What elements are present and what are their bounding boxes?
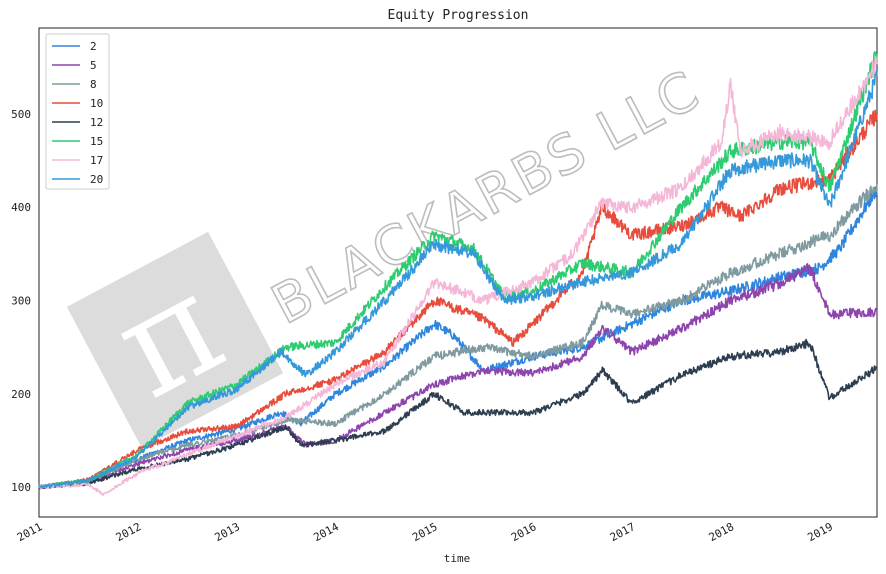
- series-line-5: [38, 263, 878, 489]
- x-tick-label: 2013: [213, 520, 243, 544]
- x-tick-label: 2011: [15, 520, 45, 544]
- series-lines: [38, 51, 878, 497]
- x-tick-label: 2016: [509, 520, 539, 544]
- y-tick-label: 100: [11, 481, 31, 494]
- legend: 2 5 8 10 12 15 17 20: [45, 33, 110, 190]
- chart-title: Equity Progression: [388, 8, 529, 23]
- watermark-square: [66, 231, 284, 449]
- series-line-2: [38, 186, 878, 489]
- y-tick-label: 200: [11, 388, 31, 401]
- x-tick-label: 2012: [114, 520, 144, 544]
- legend-label-20: 20: [90, 173, 103, 186]
- legend-label-5: 5: [90, 59, 97, 72]
- legend-box: [45, 33, 110, 190]
- series-line-15: [38, 51, 878, 489]
- series-line-17: [38, 56, 878, 497]
- legend-label-17: 17: [90, 154, 103, 167]
- series-line-8: [38, 183, 878, 489]
- y-tick-label: 300: [11, 294, 31, 307]
- x-axis: 2011 2012 2013 2014 2015 2016 2017 2018 2019: [15, 520, 835, 544]
- x-tick-label: 2017: [608, 520, 638, 544]
- y-axis: 100 200 300 400 500: [11, 108, 31, 494]
- y-tick-label: 500: [11, 108, 31, 121]
- legend-label-15: 15: [90, 135, 103, 148]
- series-line-10: [38, 109, 878, 489]
- legend-label-2: 2: [90, 40, 97, 53]
- legend-label-12: 12: [90, 116, 103, 129]
- x-tick-label: 2019: [805, 520, 835, 544]
- x-axis-label: time: [444, 552, 471, 565]
- watermark: π BLACKARBS LLC: [66, 57, 712, 449]
- series-line-20: [38, 70, 878, 489]
- plot-area: [38, 27, 878, 518]
- x-tick-label: 2014: [311, 520, 341, 544]
- x-tick-label: 2015: [410, 520, 440, 544]
- x-tick-label: 2018: [707, 520, 737, 544]
- legend-label-8: 8: [90, 78, 97, 91]
- legend-label-10: 10: [90, 97, 103, 110]
- y-tick-label: 400: [11, 201, 31, 214]
